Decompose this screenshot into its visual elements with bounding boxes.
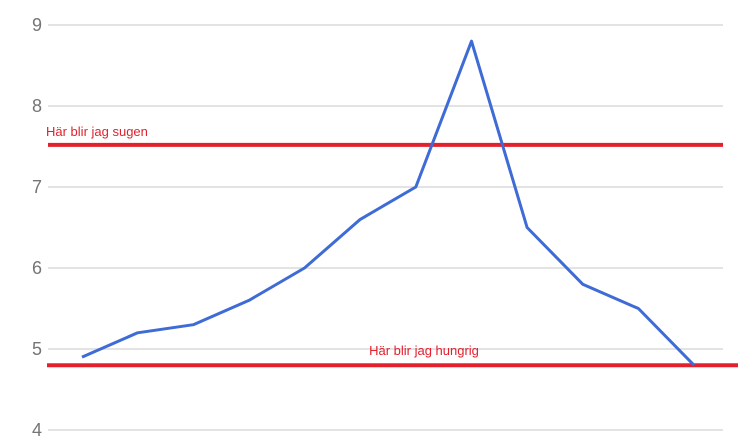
- y-tick-label: 7: [32, 177, 42, 197]
- threshold-lines: [47, 142, 738, 368]
- y-tick-label: 9: [32, 15, 42, 35]
- annotation-label-sugen: Här blir jag sugen: [46, 124, 148, 139]
- y-tick-label: 5: [32, 339, 42, 359]
- data-series: [81, 39, 696, 367]
- y-tick-label: 6: [32, 258, 42, 278]
- y-tick-label: 4: [32, 420, 42, 440]
- y-tick-label: 8: [32, 96, 42, 116]
- y-axis-tick-labels: 9 8 7 6 5 4: [32, 15, 42, 440]
- series-polyline: [81, 39, 696, 367]
- gridlines: [48, 24, 723, 431]
- annotation-labels: Här blir jag sugen Här blir jag hungrig: [46, 124, 479, 358]
- annotation-label-hungrig: Här blir jag hungrig: [369, 343, 479, 358]
